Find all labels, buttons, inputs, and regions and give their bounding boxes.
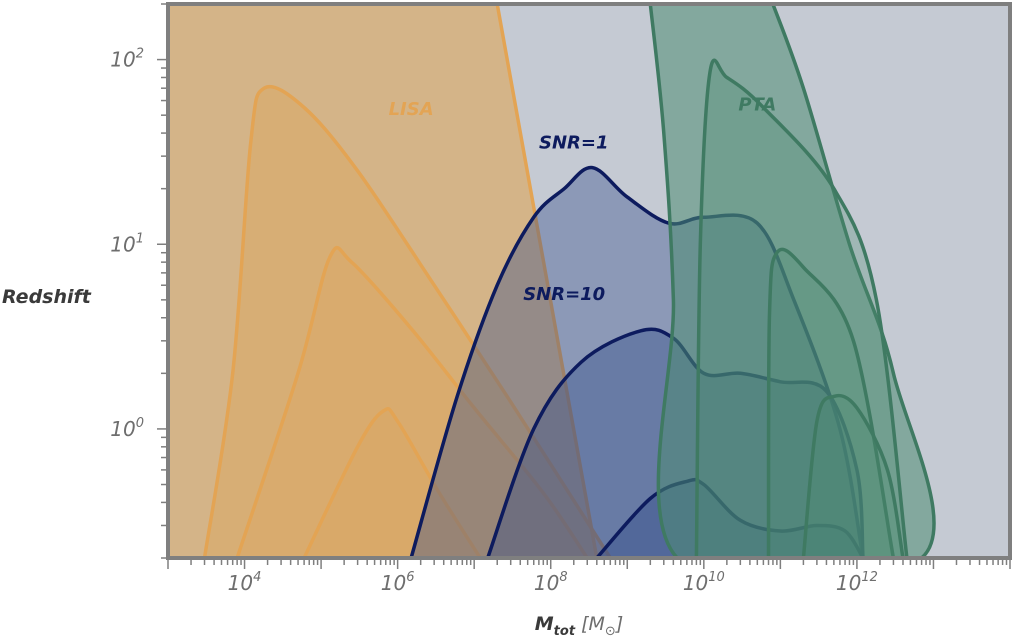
- y-tick-label: 102: [110, 47, 144, 72]
- annotation-snr-10: SNR=10: [523, 284, 605, 305]
- region-lisa-4: [302, 407, 482, 558]
- region-pta-10: [766, 247, 896, 558]
- annotation-lisa: LISA: [389, 99, 434, 120]
- y-tick-label: 100: [110, 416, 144, 441]
- annotation-pta: PTA: [738, 95, 776, 116]
- annotation-snr-1: SNR=1: [539, 133, 609, 154]
- region-pta-9: [694, 58, 909, 558]
- region-lisa-3: [235, 245, 589, 558]
- region-pta-11: [801, 393, 905, 558]
- x-tick-label: 104: [228, 570, 262, 595]
- x-axis-label: Mtot [M⊙]: [535, 613, 623, 639]
- y-axis-label: Redshift: [2, 286, 92, 308]
- y-tick-label: 101: [110, 231, 144, 256]
- x-tick-label: 1012: [836, 570, 878, 595]
- x-tick-label: 1010: [683, 570, 725, 595]
- x-tick-label: 108: [534, 570, 568, 595]
- plot-frame: [166, 2, 1012, 560]
- region-lisa-1: [168, 4, 599, 558]
- x-tick-label: 106: [381, 570, 415, 595]
